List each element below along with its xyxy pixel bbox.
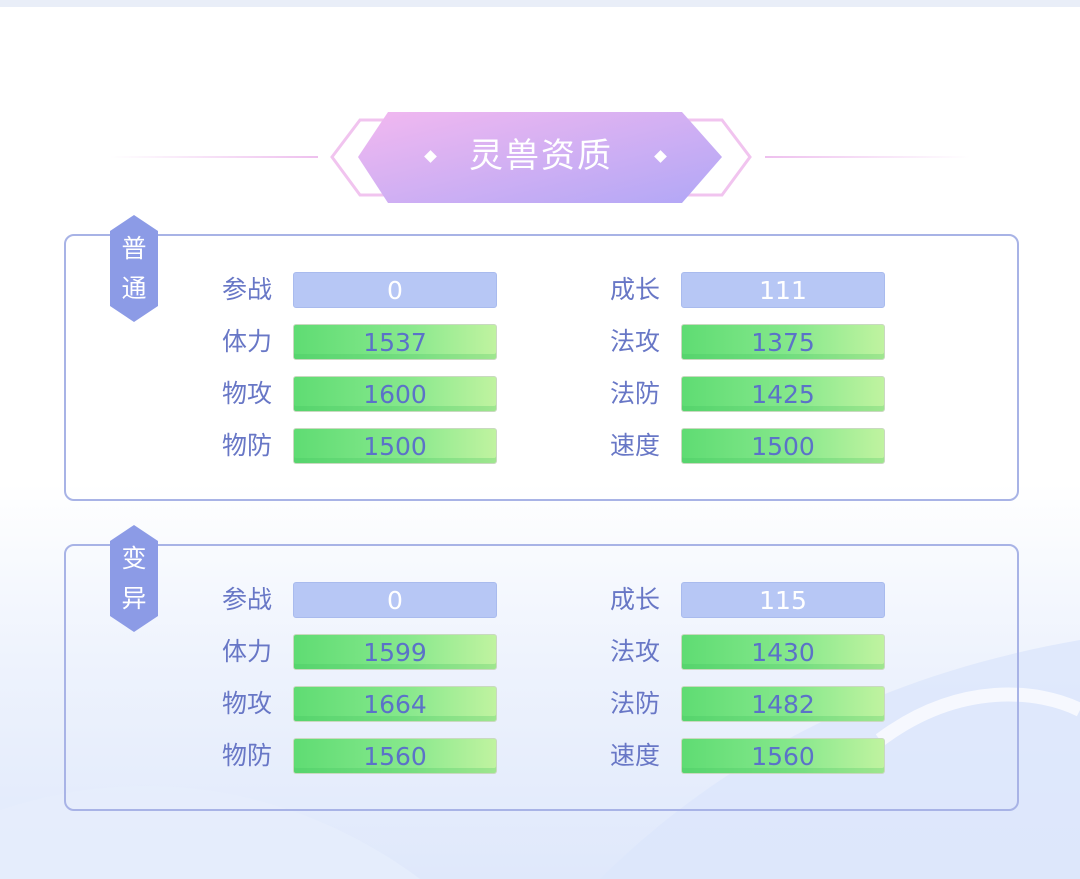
title-divider-left: [110, 156, 318, 158]
stat-value: 111: [681, 272, 885, 308]
stat-label: 物防: [222, 431, 273, 460]
stat-value: 115: [681, 582, 885, 618]
stat-label: 参战: [222, 275, 273, 304]
stat-value: 1600: [293, 376, 497, 412]
section-badge: 普通: [108, 215, 160, 322]
stat-label: 法攻: [610, 327, 661, 356]
stat-value: 1430: [681, 634, 885, 670]
top-strip: [0, 0, 1080, 7]
stat-value: 1482: [681, 686, 885, 722]
stat-value: 0: [293, 582, 497, 618]
stat-label: 速度: [610, 741, 661, 770]
stat-value: 1599: [293, 634, 497, 670]
stat-label: 物攻: [222, 379, 273, 408]
page-title: 灵兽资质: [469, 136, 613, 176]
stat-label: 速度: [610, 431, 661, 460]
stat-label: 法防: [610, 689, 661, 718]
stat-value: 1500: [293, 428, 497, 464]
badge-label: 普通: [121, 234, 147, 303]
stat-label: 物防: [222, 741, 273, 770]
stat-value: 0: [293, 272, 497, 308]
badge-label: 变异: [121, 544, 147, 613]
stat-value: 1375: [681, 324, 885, 360]
stat-label: 成长: [610, 275, 661, 304]
stat-label: 法攻: [610, 637, 661, 666]
stat-value: 1560: [681, 738, 885, 774]
attribute-panel: [64, 544, 1019, 811]
section-badge: 变异: [108, 525, 160, 632]
stat-value: 1560: [293, 738, 497, 774]
stat-label: 体力: [222, 327, 273, 356]
attribute-panel: [64, 234, 1019, 501]
stat-label: 法防: [610, 379, 661, 408]
stat-value: 1664: [293, 686, 497, 722]
stat-value: 1537: [293, 324, 497, 360]
stat-label: 参战: [222, 585, 273, 614]
stat-label: 体力: [222, 637, 273, 666]
title-banner: [330, 112, 752, 203]
stat-label: 成长: [610, 585, 661, 614]
title-divider-right: [765, 156, 970, 158]
stat-value: 1500: [681, 428, 885, 464]
stat-value: 1425: [681, 376, 885, 412]
stat-label: 物攻: [222, 689, 273, 718]
